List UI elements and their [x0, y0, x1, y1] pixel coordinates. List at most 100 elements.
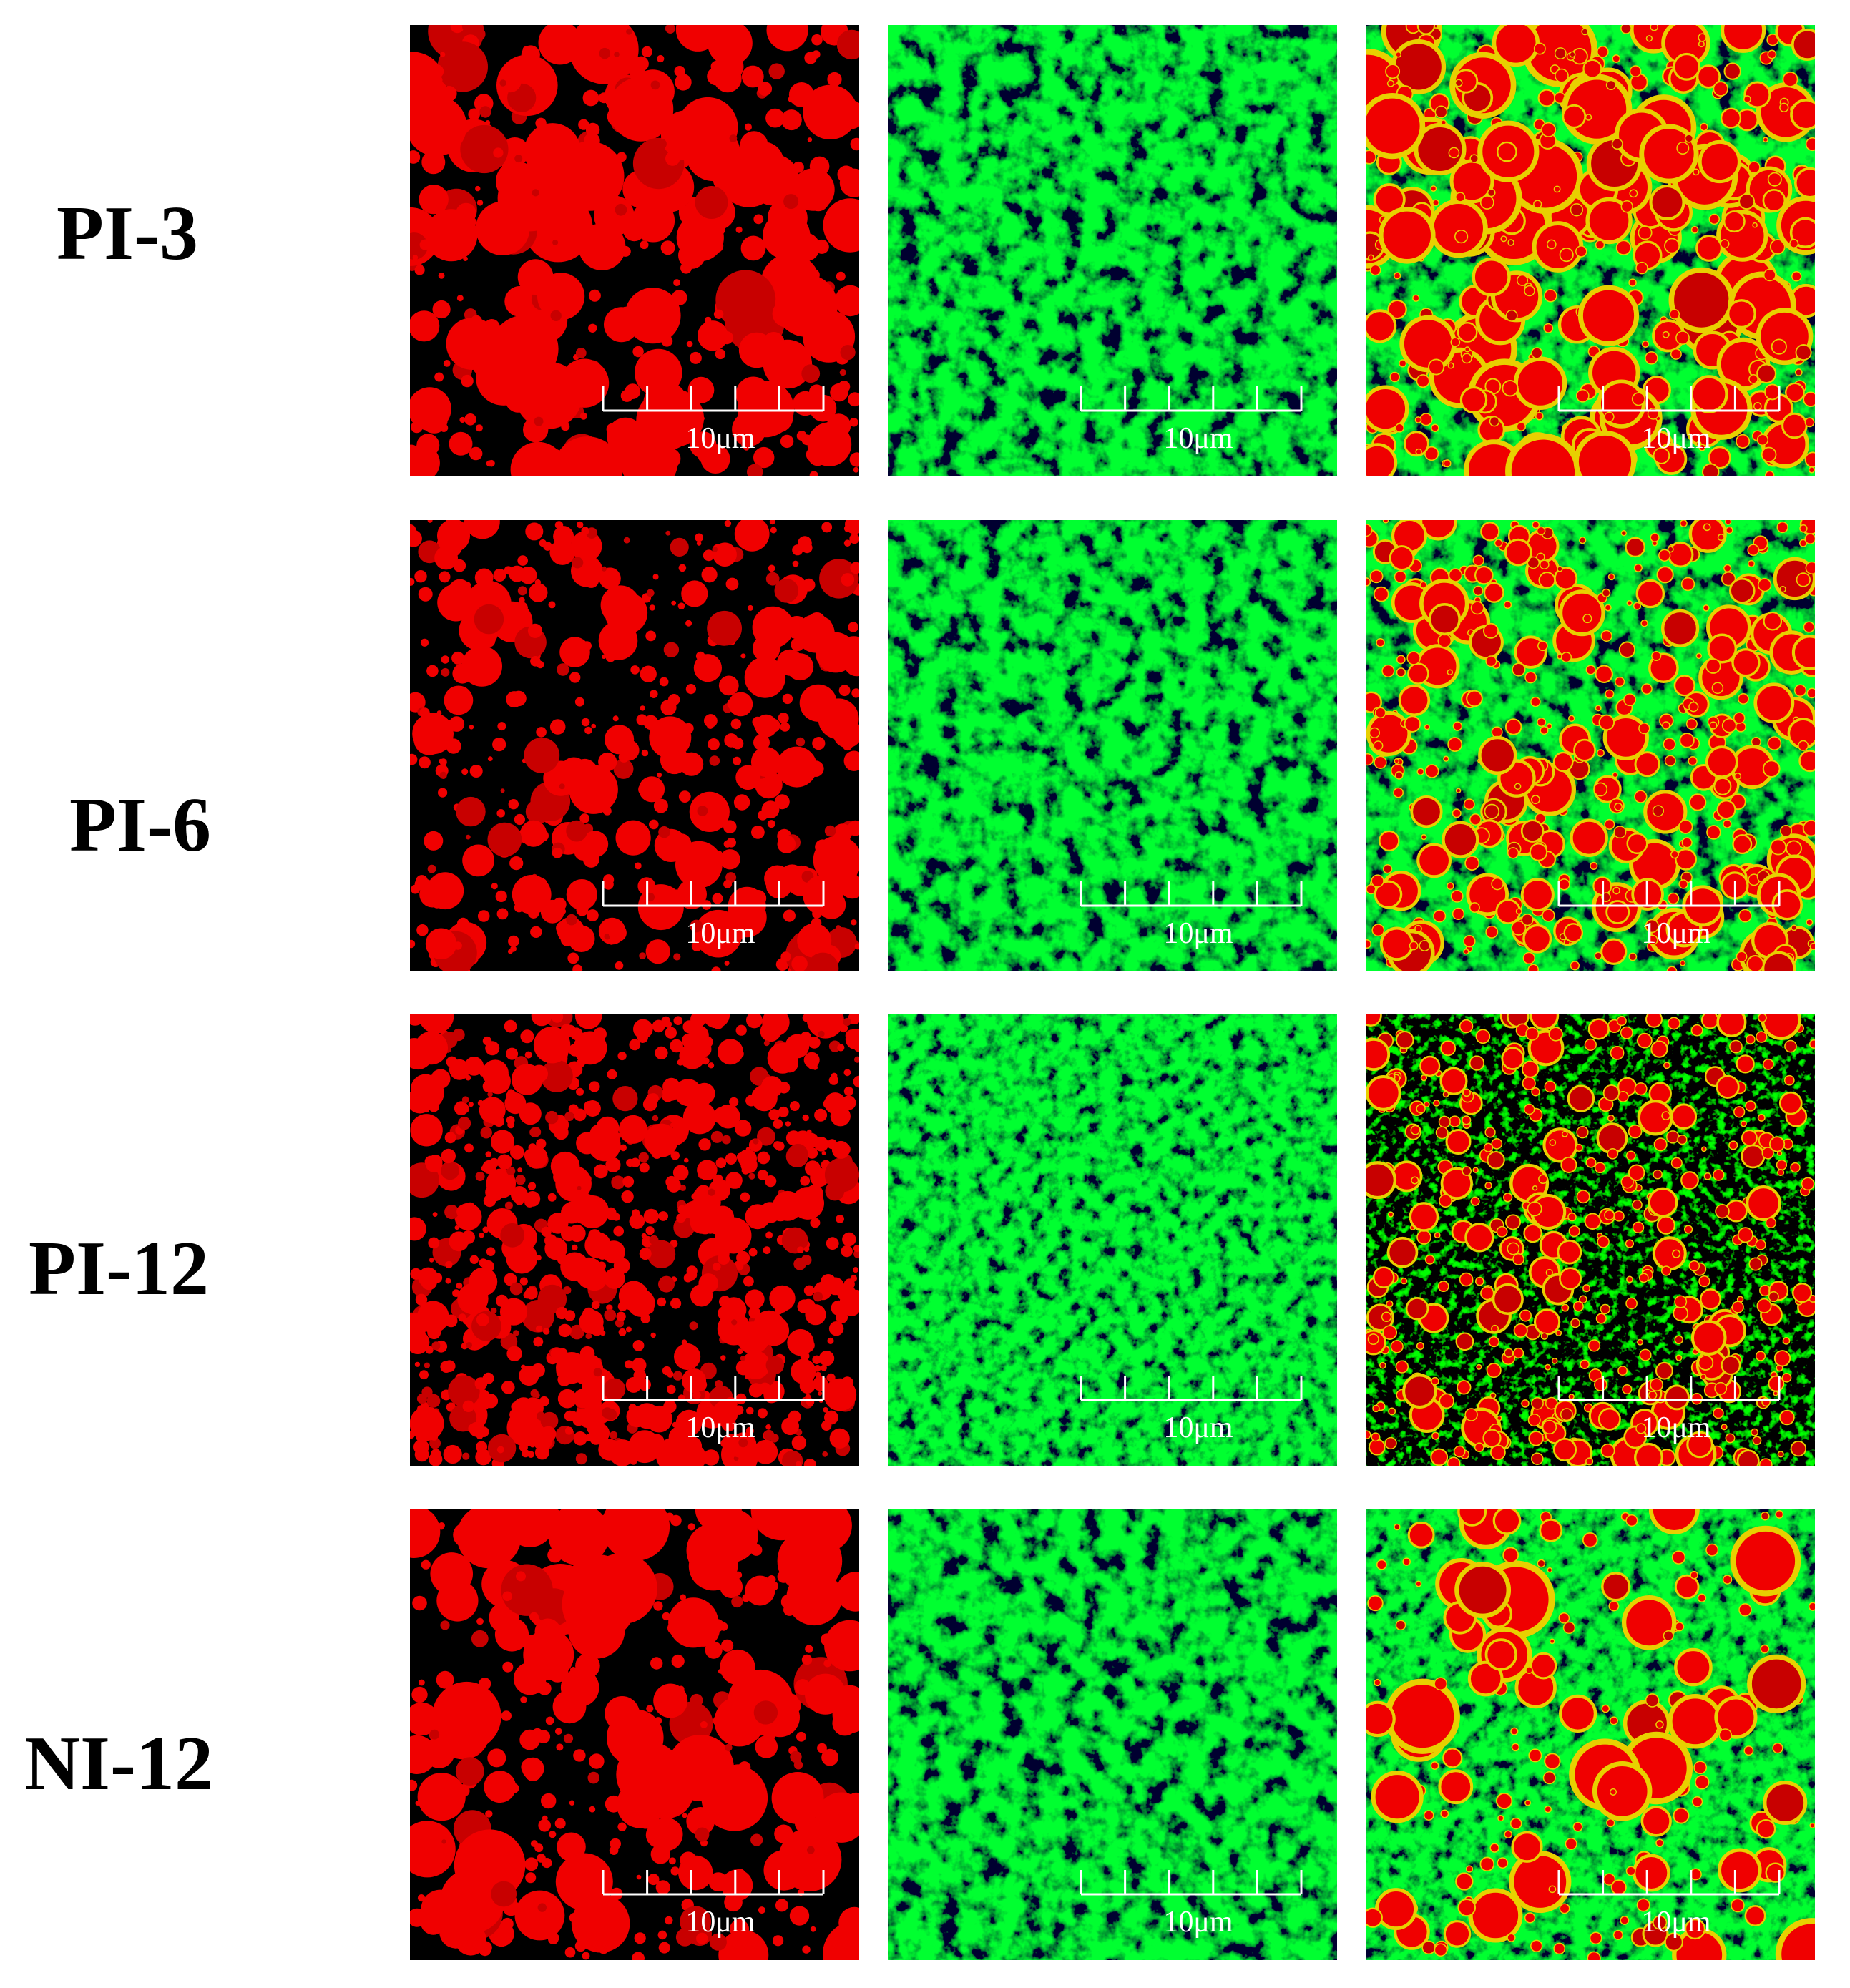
droplet: [416, 1394, 427, 1404]
droplet: [572, 1244, 578, 1251]
droplet: [1600, 630, 1612, 642]
droplet: [765, 572, 780, 586]
droplet: [481, 1165, 486, 1172]
droplet: [615, 820, 651, 856]
droplet: [581, 1419, 590, 1428]
droplet: [1474, 565, 1494, 585]
droplet: [424, 1362, 431, 1368]
row-label: PI-6: [69, 783, 211, 868]
droplet: [1638, 225, 1653, 240]
droplet: [639, 952, 646, 959]
droplet: [1548, 1885, 1557, 1894]
droplet: [1404, 715, 1421, 733]
droplet: [799, 684, 837, 722]
row-label: NI-12: [24, 1721, 213, 1806]
droplet: [589, 1322, 605, 1336]
droplet: [1632, 1854, 1670, 1892]
droplet: [1419, 940, 1431, 951]
droplet: [678, 1855, 713, 1891]
droplet: [841, 1095, 856, 1110]
droplet: [1640, 619, 1648, 627]
droplet: [429, 1079, 441, 1091]
droplet: [1516, 274, 1529, 286]
droplet: [531, 1127, 542, 1137]
droplet: [1585, 665, 1596, 675]
droplet: [439, 423, 449, 432]
droplet: [1537, 89, 1556, 107]
droplet: [1542, 1419, 1557, 1435]
droplet: [808, 269, 820, 281]
droplet: [761, 800, 780, 819]
droplet: [745, 1289, 765, 1309]
droplet: [1527, 964, 1539, 971]
droplet: [813, 1291, 823, 1302]
droplet: [847, 820, 859, 836]
droplet: [1414, 924, 1422, 933]
droplet: [1675, 330, 1690, 346]
droplet: [431, 80, 439, 87]
droplet: [415, 1293, 428, 1306]
droplet: [1620, 1026, 1633, 1039]
droplet: [755, 1735, 778, 1758]
droplet: [1744, 1905, 1766, 1927]
droplet: [1808, 1602, 1815, 1611]
droplet: [1507, 239, 1514, 246]
droplet: [419, 1827, 430, 1838]
droplet: [486, 1247, 496, 1256]
droplet: [531, 1014, 552, 1027]
droplet: [1809, 1822, 1815, 1828]
droplet: [1387, 299, 1407, 320]
droplet: [506, 353, 517, 363]
droplet: [694, 1611, 705, 1622]
droplet: [1625, 1866, 1636, 1876]
droplet: [703, 1123, 709, 1128]
droplet: [517, 586, 527, 596]
droplet: [1714, 1381, 1728, 1395]
droplet: [1602, 588, 1611, 598]
droplet: [554, 1125, 569, 1140]
droplet: [444, 1132, 456, 1144]
droplet: [1501, 1047, 1524, 1070]
droplet: [517, 259, 554, 295]
droplet: [525, 1872, 537, 1884]
droplet: [1573, 738, 1596, 762]
droplet: [410, 753, 418, 765]
droplet: [1366, 1430, 1371, 1440]
droplet: [748, 1459, 757, 1466]
droplet: [1748, 374, 1758, 384]
droplet: [735, 1024, 747, 1036]
droplet: [573, 1389, 593, 1409]
droplet: [1690, 375, 1728, 413]
droplet: [679, 1043, 705, 1069]
droplet: [632, 346, 644, 358]
droplet: [743, 41, 749, 47]
droplet: [431, 1341, 441, 1351]
droplet: [1726, 526, 1733, 534]
droplet: [1487, 188, 1496, 197]
droplet: [1587, 1018, 1610, 1040]
micrograph: [410, 1509, 859, 1960]
droplet: [1374, 1678, 1381, 1687]
droplet: [1387, 1211, 1394, 1218]
droplet: [496, 908, 509, 920]
droplet: [719, 1296, 731, 1308]
droplet: [1673, 52, 1701, 81]
droplet: [1776, 1150, 1783, 1156]
droplet: [652, 1019, 665, 1033]
droplet: [426, 665, 439, 677]
droplet: [709, 755, 720, 766]
droplet: [459, 925, 466, 932]
droplet: [751, 1084, 778, 1112]
droplet: [1469, 154, 1479, 163]
droplet: [774, 794, 790, 810]
droplet: [604, 933, 611, 940]
droplet: [787, 1328, 814, 1356]
droplet: [462, 1452, 470, 1460]
droplet: [509, 856, 524, 871]
droplet: [1511, 1831, 1543, 1863]
droplet: [563, 1286, 572, 1295]
droplet: [1680, 577, 1695, 592]
droplet: [657, 1930, 667, 1940]
droplet: [1767, 736, 1782, 751]
droplet: [1728, 1140, 1738, 1150]
